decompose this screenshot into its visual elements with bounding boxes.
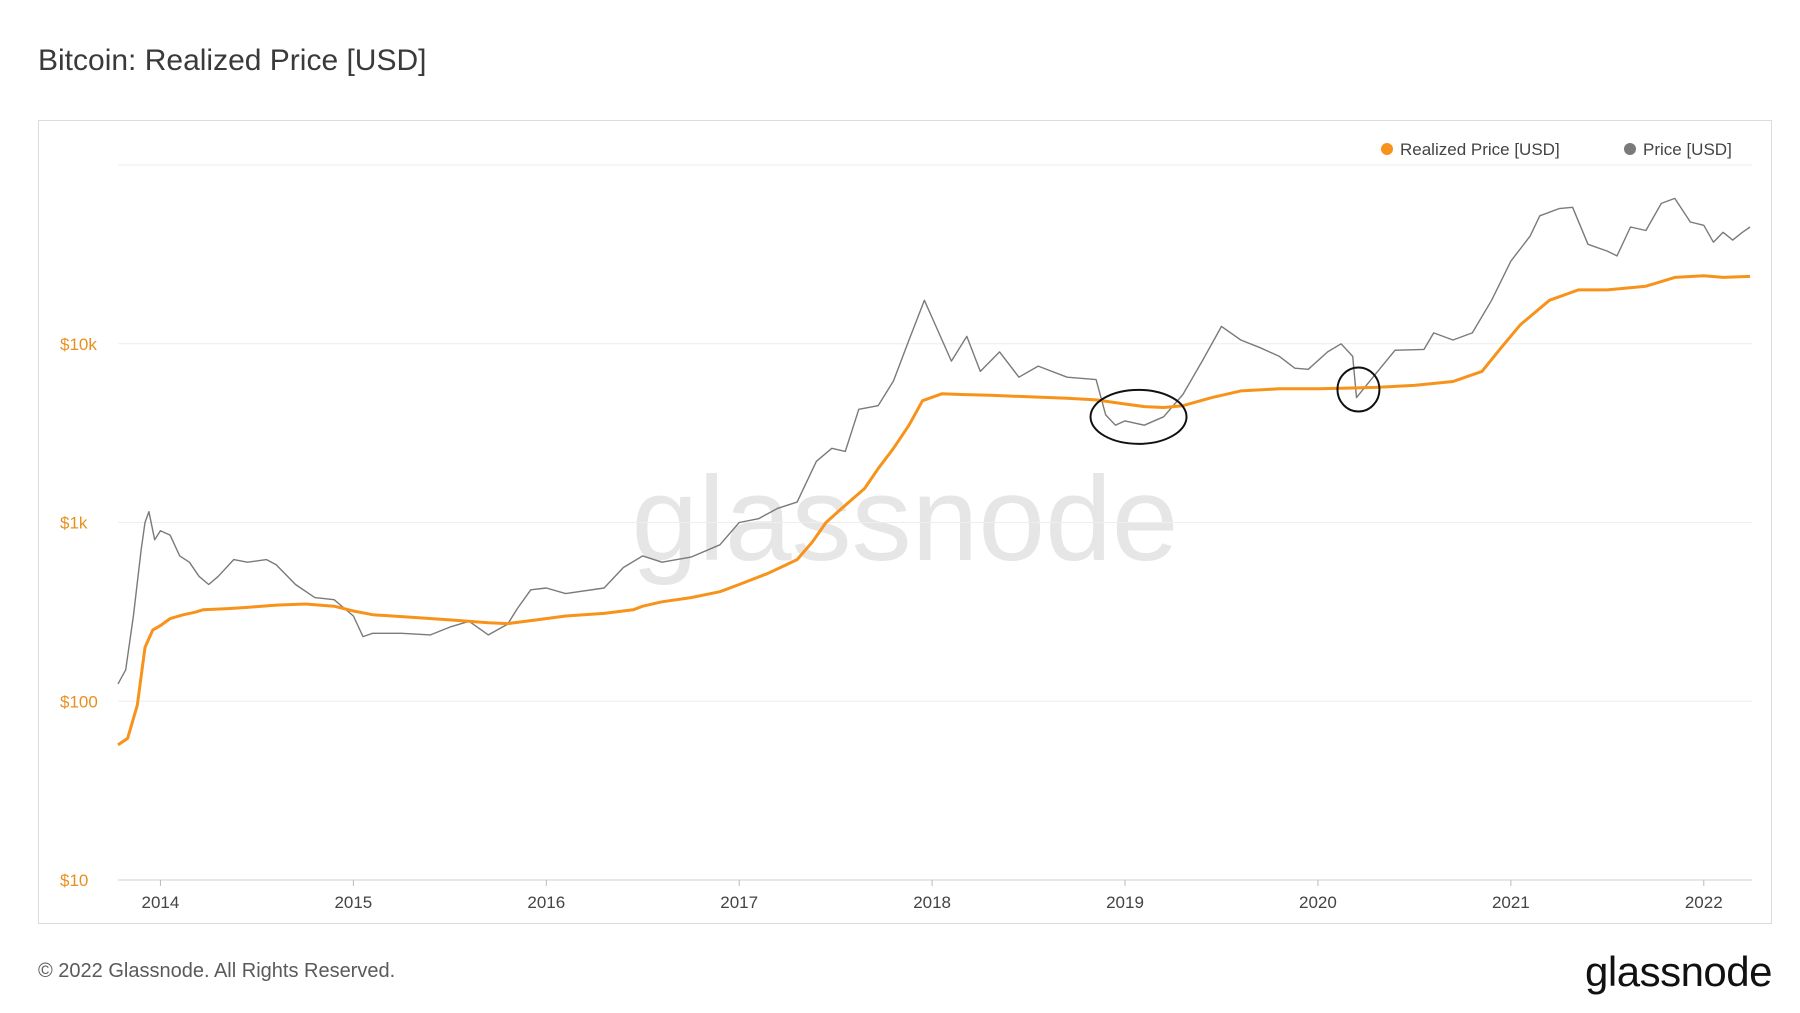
x-tick-label: 2015 xyxy=(334,893,372,912)
watermark: glassnode xyxy=(631,452,1178,586)
y-tick-label: $100 xyxy=(60,692,98,711)
series-lines xyxy=(117,197,1751,747)
page-title: Bitcoin: Realized Price [USD] xyxy=(38,44,427,77)
x-tick-label: 2020 xyxy=(1299,893,1337,912)
legend-label[interactable]: Realized Price [USD] xyxy=(1400,140,1560,159)
x-tick-label: 2014 xyxy=(142,893,180,912)
annotation-ellipse xyxy=(1089,388,1188,445)
y-tick-label: $10 xyxy=(60,871,88,890)
x-tick-label: 2019 xyxy=(1106,893,1144,912)
x-tick-label: 2017 xyxy=(720,893,758,912)
legend-swatch xyxy=(1381,143,1393,155)
legend-swatch xyxy=(1624,143,1636,155)
y-tick-label: $10k xyxy=(60,335,97,354)
y-axis: $10 $100 $1k $10k xyxy=(60,335,98,890)
x-tick-label: 2016 xyxy=(527,893,565,912)
legend-label[interactable]: Price [USD] xyxy=(1643,140,1732,159)
price-line xyxy=(117,197,1751,685)
copyright: © 2022 Glassnode. All Rights Reserved. xyxy=(38,960,396,982)
x-tick-label: 2022 xyxy=(1685,893,1723,912)
x-tick-label: 2018 xyxy=(913,893,951,912)
x-tick-label: 2021 xyxy=(1492,893,1530,912)
chart-frame xyxy=(38,120,1772,924)
annotations xyxy=(1089,366,1381,445)
x-axis: 2014 2015 2016 2017 2018 2019 2020 2021 2022 xyxy=(142,880,1723,912)
grid-lines xyxy=(118,164,1752,881)
annotation-ellipse xyxy=(1336,366,1381,413)
legend: Realized Price [USD] Price [USD] xyxy=(1381,140,1732,159)
realized-price-line xyxy=(117,274,1751,747)
y-tick-label: $1k xyxy=(60,514,88,533)
brand-logo[interactable]: glassnode xyxy=(1585,948,1772,995)
